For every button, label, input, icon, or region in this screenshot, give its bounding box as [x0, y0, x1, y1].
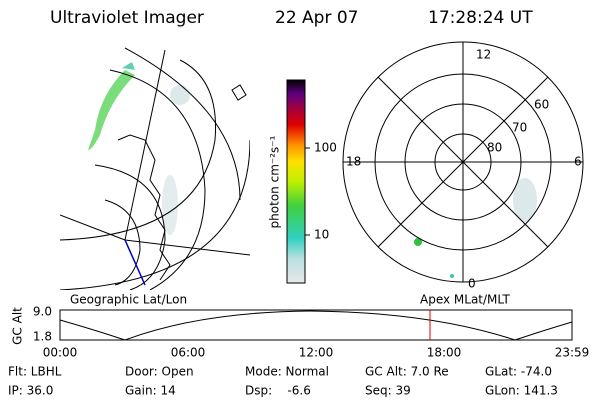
colorbar-label: photon cm⁻²s⁻¹: [268, 135, 282, 228]
colorbar-tick: 100: [314, 141, 337, 155]
mlt-label: 0: [468, 277, 476, 291]
status-field: Seq: 39: [365, 384, 411, 398]
axis-label: GC Alt: [11, 307, 25, 345]
time-label: 18:00: [427, 346, 462, 360]
status-field: GLon: 141.3: [485, 384, 558, 398]
status-field: Flt: LBHL: [8, 365, 62, 379]
lat-label: 70: [512, 121, 527, 135]
lat-label: 80: [487, 141, 502, 155]
colorbar-tick: 10: [314, 228, 329, 242]
polar-plot: [342, 41, 584, 283]
time: 17:28:24 UT: [428, 8, 533, 28]
status-field: Mode: Normal: [245, 365, 329, 379]
y-label: 9.0: [33, 305, 52, 319]
title: Ultraviolet Imager: [50, 8, 204, 28]
altitude-box: [59, 309, 573, 341]
time-label: 00:00: [43, 346, 78, 360]
colorbar: [286, 79, 306, 284]
lat-label: 60: [534, 98, 549, 112]
status-field: GLat: -74.0: [485, 365, 552, 379]
geographic-map: [60, 47, 250, 290]
altitude-curve: [59, 310, 573, 341]
time-label: 06:00: [171, 346, 206, 360]
status-field: Dsp: -6.6: [245, 384, 311, 398]
y-label: 1.8: [33, 330, 52, 344]
time-label: 12:00: [299, 346, 334, 360]
mlt-label: 12: [476, 48, 491, 62]
status-field: GC Alt: 7.0 Re: [365, 365, 449, 379]
status-field: IP: 36.0: [8, 384, 53, 398]
plot-label: Geographic Lat/Lon: [70, 293, 187, 307]
status-field: Gain: 14: [125, 384, 176, 398]
mlt-label: 6: [574, 155, 582, 169]
time-label: 23:59: [555, 346, 590, 360]
status-field: Door: Open: [125, 365, 194, 379]
mlt-label: 18: [346, 155, 361, 169]
date: 22 Apr 07: [275, 8, 358, 28]
plot-label: Apex MLat/MLT: [420, 293, 510, 307]
